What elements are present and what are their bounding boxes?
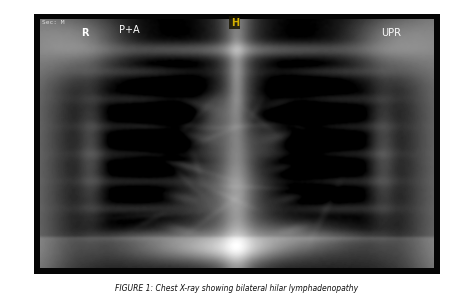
Text: P+A: P+A [119, 25, 140, 35]
Text: UPR: UPR [381, 28, 401, 38]
Text: FIGURE 1: Chest X-ray showing bilateral hilar lymphadenopathy: FIGURE 1: Chest X-ray showing bilateral … [116, 284, 358, 293]
Text: R: R [81, 28, 88, 38]
Text: Sec: M: Sec: M [42, 20, 65, 25]
Text: H: H [231, 18, 239, 28]
